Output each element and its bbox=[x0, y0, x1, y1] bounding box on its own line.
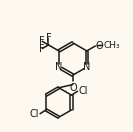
Text: CH₃: CH₃ bbox=[103, 41, 120, 50]
Text: O: O bbox=[96, 41, 103, 51]
Text: N: N bbox=[55, 62, 62, 72]
Text: Cl: Cl bbox=[78, 86, 88, 96]
Text: F: F bbox=[39, 44, 45, 54]
Text: F: F bbox=[46, 33, 51, 43]
Text: F: F bbox=[39, 36, 45, 46]
Text: N: N bbox=[83, 62, 91, 72]
Text: Cl: Cl bbox=[30, 109, 39, 119]
Text: O: O bbox=[69, 83, 77, 93]
